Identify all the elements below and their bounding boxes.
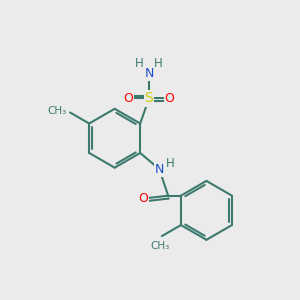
Text: H: H <box>154 57 163 70</box>
Text: H: H <box>166 157 175 170</box>
Text: O: O <box>138 192 148 205</box>
Text: S: S <box>145 92 153 106</box>
Text: H: H <box>135 57 144 70</box>
Text: O: O <box>165 92 175 105</box>
Text: CH₃: CH₃ <box>151 242 170 251</box>
Text: O: O <box>124 92 133 105</box>
Text: N: N <box>154 163 164 176</box>
Text: N: N <box>144 67 154 80</box>
Text: CH₃: CH₃ <box>47 106 67 116</box>
